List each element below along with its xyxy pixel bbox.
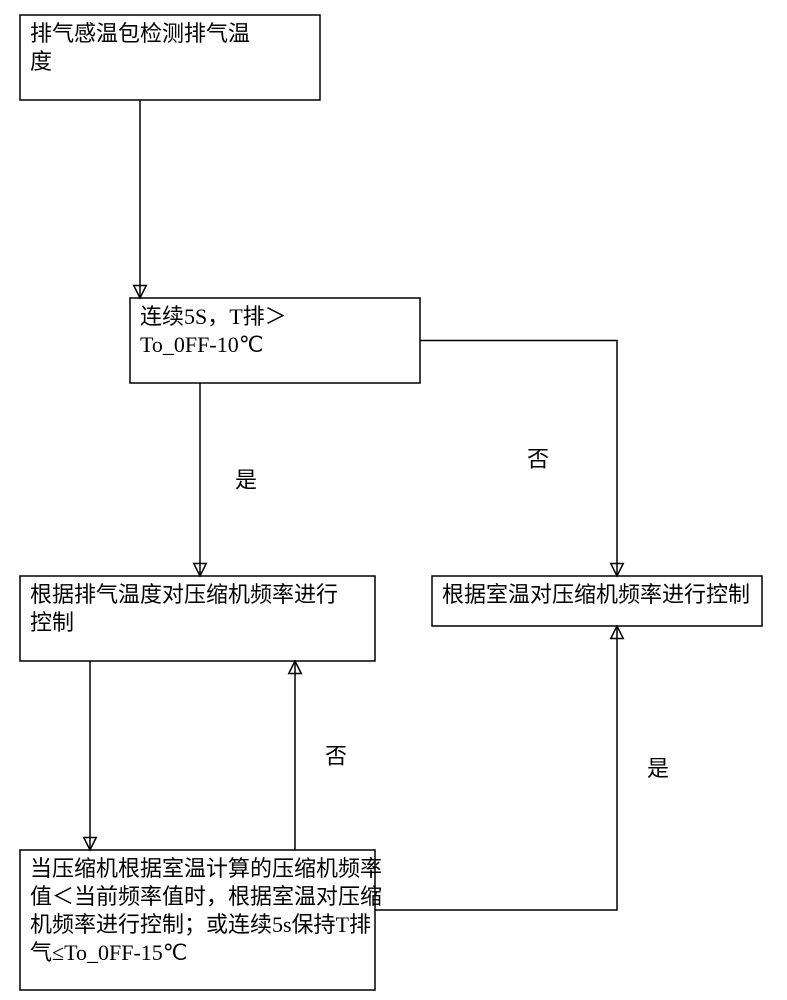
flow-edge bbox=[420, 341, 617, 577]
flow-node-text: 当压缩机根据室温计算的压缩机频率 bbox=[30, 856, 382, 881]
flow-node-text: 排气感温包检测排气温 bbox=[30, 21, 250, 46]
flow-edge-label: 是 bbox=[235, 468, 257, 493]
flow-node-text: 气≤To_0FF-15℃ bbox=[30, 940, 187, 965]
flow-node-text: 控制 bbox=[30, 610, 74, 635]
flow-node-text: 值＜当前频率值时，根据室温对压缩 bbox=[30, 884, 382, 909]
flow-node-text: 连续5S，T排＞ bbox=[140, 304, 287, 329]
flow-node-text: 根据排气温度对压缩机频率进行 bbox=[30, 582, 338, 607]
flow-node-text: 机频率进行控制；或连续5s保持T排 bbox=[30, 912, 371, 937]
flow-edge-label: 否 bbox=[325, 744, 347, 769]
flow-edge-label: 是 bbox=[647, 756, 669, 781]
flow-node-text: 根据室温对压缩机频率进行控制 bbox=[442, 582, 750, 607]
flow-edge bbox=[375, 626, 617, 910]
flow-node-text: 度 bbox=[30, 49, 52, 74]
flow-node-text: To_0FF-10℃ bbox=[140, 332, 263, 357]
flow-edge-label: 否 bbox=[527, 446, 549, 471]
